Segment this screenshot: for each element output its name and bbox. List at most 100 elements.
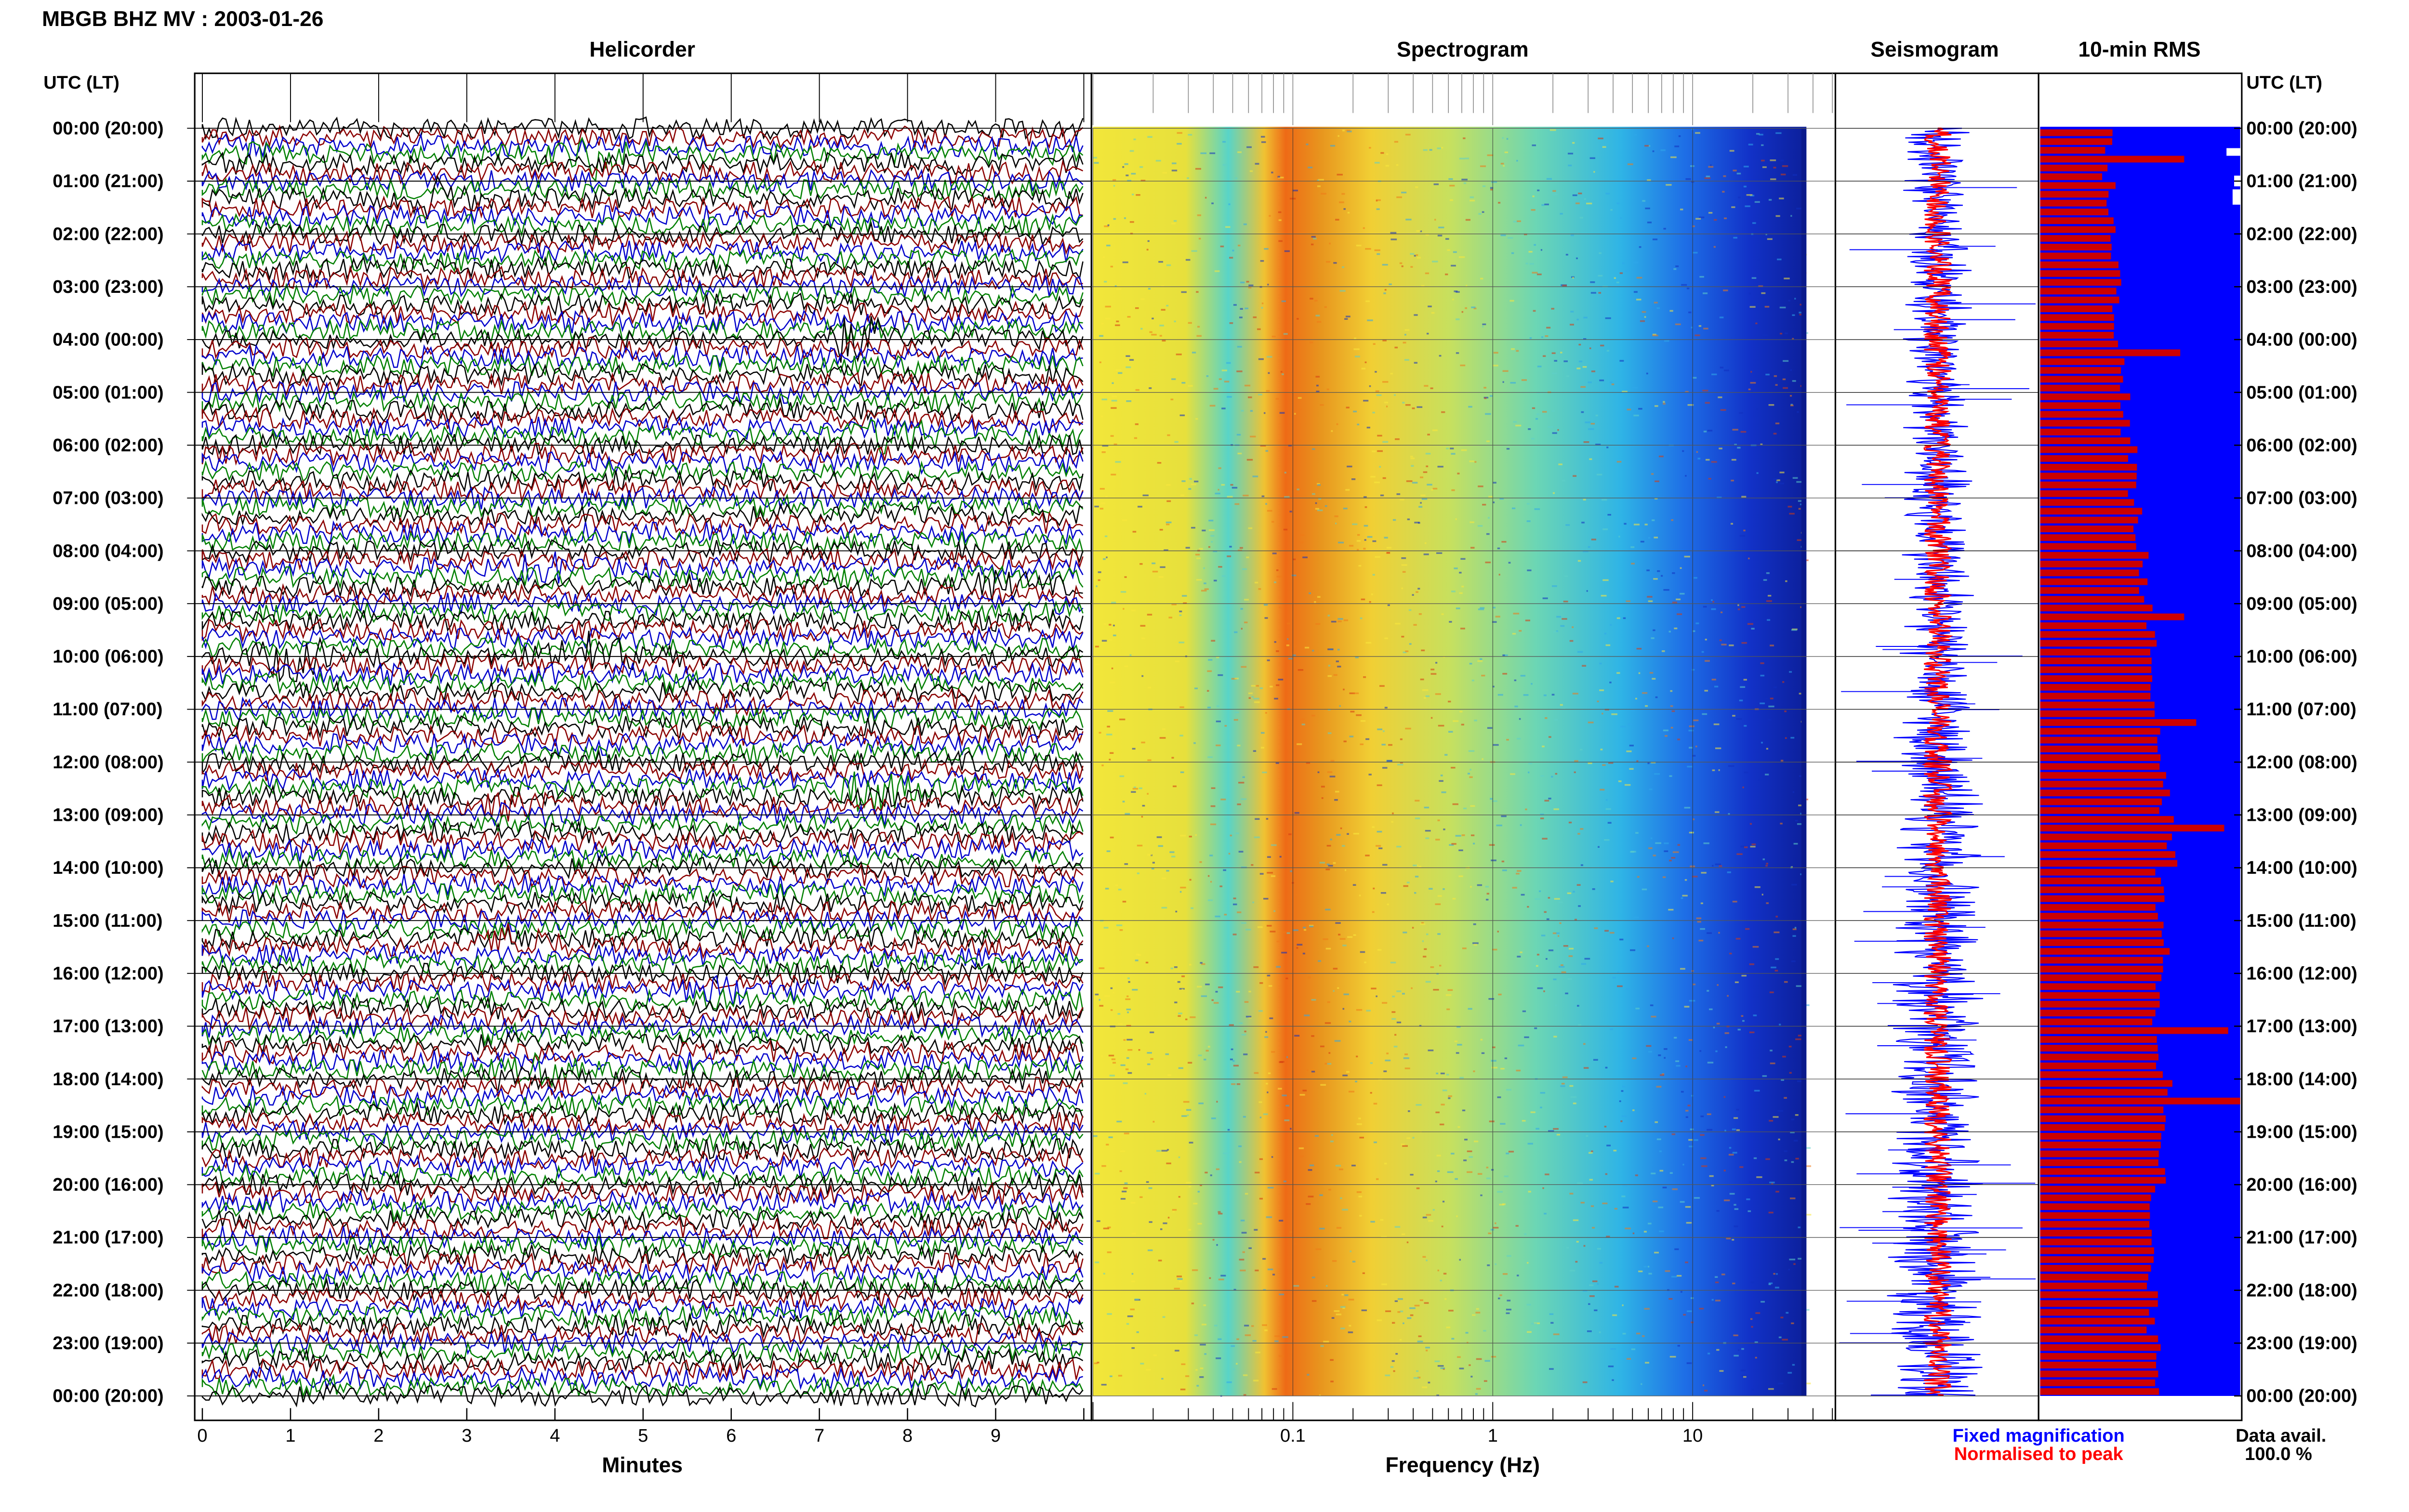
spectrogram-speck [1513,613,1520,615]
spectrogram-speck [1160,1228,1163,1230]
spectrogram-speck [1369,601,1371,603]
spectrogram-speck [1124,1182,1128,1184]
helicorder-trace [201,1269,1084,1294]
spectrogram-speck [1417,588,1420,590]
spectrogram-speck [1552,932,1557,934]
spectrogram-speck [1750,845,1756,848]
spectrogram-speck [1583,551,1588,552]
time-label: 18:00 (14:00) [53,1069,163,1090]
spectrogram-speck [1337,666,1341,668]
spectrogram-speck [1343,993,1349,996]
rms-bar [2040,569,2139,577]
spectrogram-speck [1387,760,1392,762]
spectrogram-speck [1452,803,1458,805]
spectrogram-speck [1528,763,1533,764]
spectrogram-speck [1382,477,1386,479]
rms-bar [2040,1238,2152,1246]
spectrogram-speck [1492,1046,1496,1049]
spectrogram-speck [1770,1062,1775,1065]
spectrogram-speck [1232,1060,1235,1062]
spectrogram-speck [1449,184,1455,187]
spectrogram-speck [1221,369,1227,371]
spectrogram-speck [1732,1239,1734,1241]
spectrogram-speck [1650,1004,1654,1006]
spectrogram-speck [1232,250,1234,251]
spectrogram-speck [1201,1324,1207,1326]
spectrogram-speck [1363,400,1369,402]
spectrogram-speck [1655,1121,1658,1123]
spectrogram-speck [1106,556,1108,558]
spectrogram-speck [1790,369,1792,371]
spectrogram-speck [1237,151,1242,153]
helicorder-trace [201,974,1084,1007]
spectrogram-speck [1295,1237,1299,1239]
spectrogram-speck [1563,945,1568,947]
spectrogram-speck [1384,289,1387,291]
time-label: 14:00 (10:00) [53,858,163,878]
rms-bar [2040,1071,2163,1078]
spectrogram-speck [1391,821,1393,823]
spectrogram-speck [1126,1057,1129,1059]
spectrogram-speck [1751,277,1757,279]
spectrogram-speck [1460,558,1466,560]
spectrogram-speck [1780,173,1786,175]
rms-bar [2040,429,2121,435]
spectrogram-speck [1239,1161,1242,1163]
spectrogram-speck [1099,508,1104,510]
spectrogram-speck [1218,986,1223,988]
spectrogram-speck [1327,732,1332,734]
spectrogram-speck [1537,987,1543,989]
rms-bar [2040,393,2131,400]
spectrogram-speck [1711,865,1714,867]
spectrogram-speck [1689,831,1694,834]
spectrogram-speck [1308,166,1313,169]
spectrogram-speck [1372,911,1375,913]
spectrogram-speck [1504,1057,1508,1059]
spectrogram-speck [1439,780,1443,782]
spectrogram-speck [1196,579,1202,581]
spectrogram-speck [1235,832,1239,834]
spectrogram-speck [1132,748,1136,750]
spectrogram-speck [1593,171,1595,173]
spectrogram-speck [1178,1012,1183,1014]
spectrogram-speck [1436,1072,1439,1075]
spectrogram-speck [1456,1215,1458,1217]
spectrogram-speck [1508,1151,1514,1153]
spectrogram-speck [1593,1059,1598,1061]
spectrogram-speck [1659,1230,1664,1233]
spectrogram-speck [1486,893,1490,895]
spectrogram-speck [1204,1058,1206,1061]
spectrogram-speck [1743,185,1747,188]
spectrogram-speck [1608,1365,1614,1367]
rms-bar [2040,648,2150,656]
spectrogram-speck [1281,951,1287,954]
spectrogram-speck [1294,812,1299,814]
spectrogram-speck [1616,202,1620,204]
spectrogram-speck [1181,1115,1187,1117]
spectrogram-speck [1235,711,1239,713]
spectrogram-speck [1644,1308,1650,1310]
spectrogram-speck [1724,1130,1726,1131]
rms-bar [2040,1282,2147,1289]
spectrogram-speck [1531,209,1535,211]
spectrogram-speck [1472,1314,1476,1316]
spectrogram-speck [1660,1074,1665,1076]
spectrogram-speck [1435,1111,1440,1114]
spectrogram-speck [1513,421,1517,423]
spectrogram-speck [1475,1312,1481,1314]
spectrogram-speck [1540,1092,1546,1094]
spectrogram-speck [1320,404,1324,406]
spectrogram-speck [1265,712,1267,714]
spectrogram-speck [1770,1050,1773,1052]
spectrogram-speck [1297,669,1304,671]
spectrogram-speck [1404,1053,1408,1055]
spectrogram-speck [1195,553,1200,556]
spectrogram-speck [1147,854,1152,856]
spectrogram-speck [1353,934,1356,936]
spectrogram-speck [1237,346,1242,348]
spectrogram-speck [1469,1156,1473,1158]
spectrogram-speck [1652,678,1656,680]
spectrogram-speck [1482,323,1486,326]
spectrogram-speck [1642,1335,1645,1337]
spectrogram-speck [1640,320,1645,322]
